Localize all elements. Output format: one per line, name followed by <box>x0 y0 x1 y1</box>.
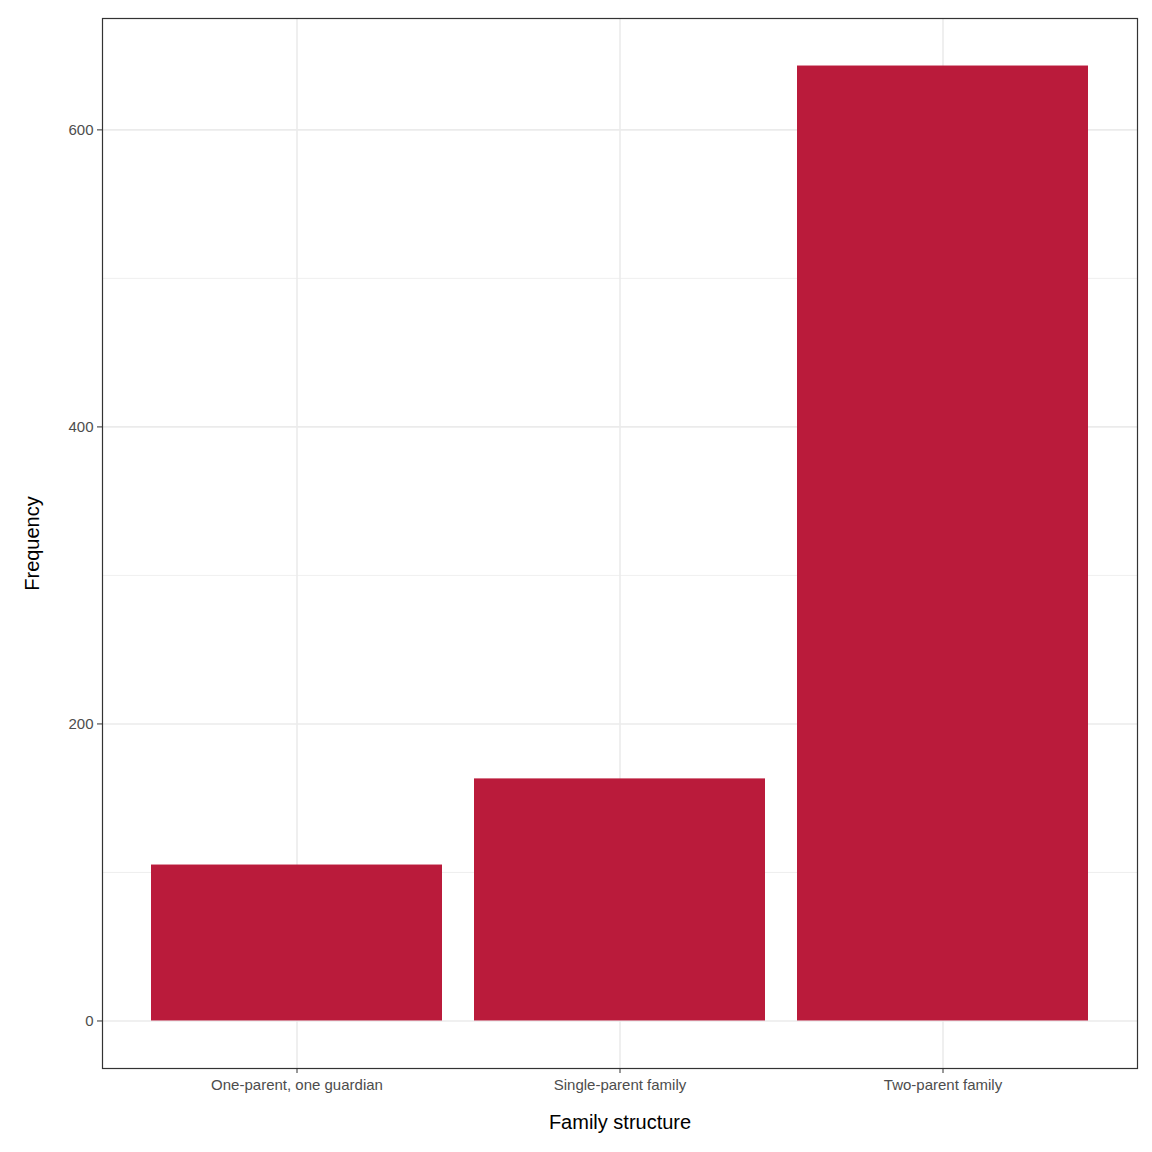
svg-text:Frequency: Frequency <box>21 496 43 591</box>
svg-text:Single-parent family: Single-parent family <box>554 1076 687 1093</box>
svg-text:Two-parent family: Two-parent family <box>884 1076 1003 1093</box>
svg-text:Family structure: Family structure <box>549 1111 691 1133</box>
svg-text:One-parent, one guardian: One-parent, one guardian <box>211 1076 383 1093</box>
svg-text:0: 0 <box>85 1012 93 1029</box>
svg-text:200: 200 <box>68 715 93 732</box>
svg-text:400: 400 <box>68 418 93 435</box>
svg-text:600: 600 <box>68 121 93 138</box>
